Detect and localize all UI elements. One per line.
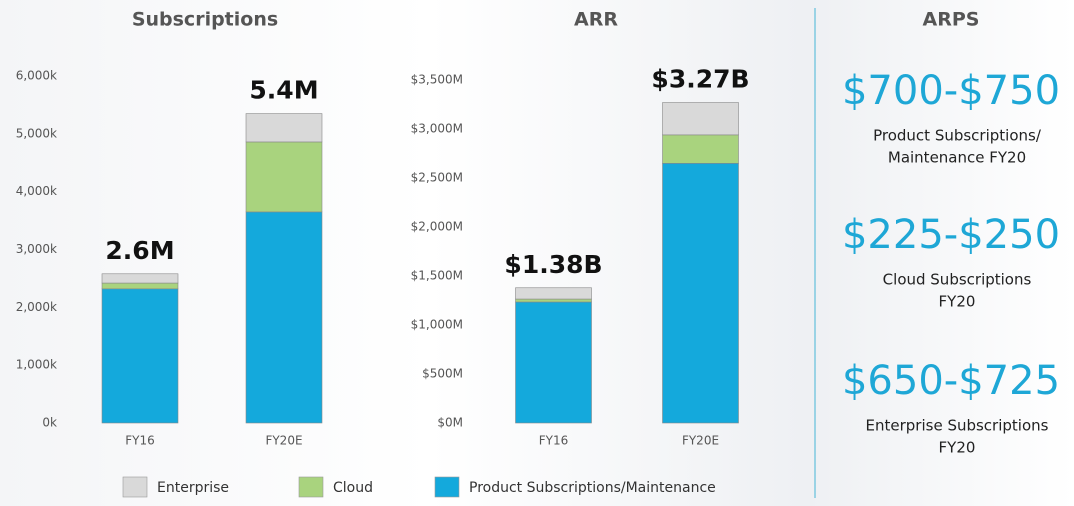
legend-label: Cloud xyxy=(333,480,373,496)
legend-label: Product Subscriptions/Maintenance xyxy=(469,480,716,496)
legend-swatch xyxy=(122,476,148,498)
bar-segment xyxy=(662,134,739,164)
legend-swatch xyxy=(298,476,324,498)
total-label: $1.38B xyxy=(504,250,602,279)
bar-segment xyxy=(245,141,323,213)
total-label: 2.6M xyxy=(105,236,174,265)
arps-caption: Enterprise Subscriptions xyxy=(866,417,1049,435)
arps-range: $225-$250 xyxy=(842,212,1060,258)
y-tick-label: $3,000M xyxy=(411,122,463,136)
y-tick-label: $1,500M xyxy=(411,269,463,283)
chart-title: ARR xyxy=(574,9,618,31)
arps-caption: Cloud Subscriptions xyxy=(883,271,1032,289)
arps-caption: Maintenance FY20 xyxy=(888,149,1026,167)
arps-caption: FY20 xyxy=(939,439,976,457)
arps-range: $700-$750 xyxy=(842,68,1060,114)
total-label: $3.27B xyxy=(651,65,749,94)
bar-segment xyxy=(662,163,739,424)
y-tick-label: 6,000k xyxy=(16,69,57,83)
bar-segment xyxy=(515,287,592,300)
y-tick-label: $3,500M xyxy=(411,73,463,87)
y-tick-label: $1,000M xyxy=(411,318,463,332)
legend-swatch xyxy=(434,476,460,498)
legend-label: Enterprise xyxy=(157,480,229,496)
bar-segment xyxy=(245,211,323,424)
total-label: 5.4M xyxy=(249,76,318,105)
x-tick-label: FY16 xyxy=(125,434,155,448)
bar-segment xyxy=(515,298,592,303)
arps-caption: FY20 xyxy=(939,293,976,311)
y-tick-label: $0M xyxy=(437,416,463,430)
x-tick-label: FY20E xyxy=(682,434,719,448)
arps-range: $650-$725 xyxy=(842,358,1060,404)
x-tick-label: FY16 xyxy=(539,434,569,448)
arps-title: ARPS xyxy=(923,9,980,31)
y-tick-label: $2,500M xyxy=(411,171,463,185)
y-tick-label: 0k xyxy=(42,416,57,430)
y-tick-label: 1,000k xyxy=(16,358,57,372)
y-tick-label: 5,000k xyxy=(16,126,57,140)
y-tick-label: $2,000M xyxy=(411,220,463,234)
bar-segment xyxy=(245,113,323,143)
y-tick-label: $500M xyxy=(422,367,463,381)
bar-segment xyxy=(515,301,592,424)
x-tick-label: FY20E xyxy=(265,434,302,448)
bar-segment xyxy=(662,102,739,136)
bar-segment xyxy=(101,288,179,424)
y-tick-label: 3,000k xyxy=(16,242,57,256)
y-tick-label: 2,000k xyxy=(16,300,57,314)
arps-caption: Product Subscriptions/ xyxy=(873,127,1042,145)
bar-segment xyxy=(101,282,179,290)
chart-title: Subscriptions xyxy=(132,9,278,31)
y-tick-label: 4,000k xyxy=(16,184,57,198)
bar-segment xyxy=(101,273,179,284)
